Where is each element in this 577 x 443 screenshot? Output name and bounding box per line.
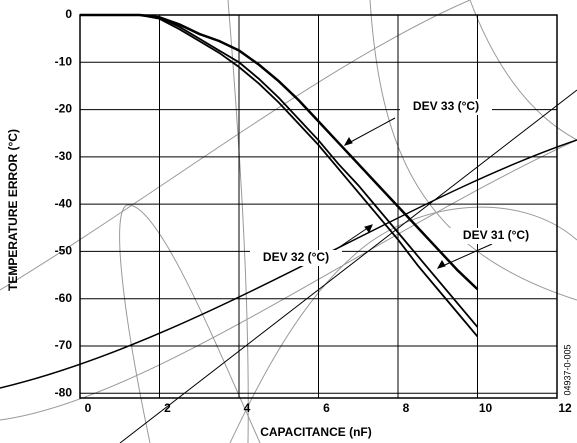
- label-background: [400, 99, 492, 115]
- x-tick-label: 10: [479, 401, 493, 415]
- series-label: DEV 31 (°C): [463, 228, 529, 242]
- y-tick-label: -10: [55, 54, 73, 68]
- y-tick-label: -50: [55, 244, 73, 258]
- y-tick-label: 0: [65, 7, 72, 21]
- y-tick-label: -20: [55, 102, 73, 116]
- x-tick-label: 8: [403, 401, 410, 415]
- x-tick-label: 12: [558, 401, 572, 415]
- series-label: DEV 32 (°C): [263, 250, 329, 264]
- y-tick-label: -30: [55, 149, 73, 163]
- annotation-arrows: [334, 117, 493, 269]
- y-tick-label: -70: [55, 338, 73, 352]
- y-tick-label: -80: [55, 385, 73, 399]
- series-line: [80, 14, 479, 338]
- y-tick-label: -40: [55, 196, 73, 210]
- x-tick-label: 0: [85, 401, 92, 415]
- label-background: [450, 228, 542, 244]
- x-axis-label: CAPACITANCE (nF): [260, 425, 372, 439]
- y-axis-label: TEMPERATURE ERROR (°C): [6, 129, 20, 291]
- y-tick-label: -60: [55, 291, 73, 305]
- series-line: [80, 13, 479, 291]
- label-background: [250, 250, 342, 266]
- straight-line: [0, 89, 577, 443]
- figure-id: 04937-0-005: [562, 344, 572, 395]
- x-tick-label: 4: [244, 401, 251, 415]
- x-tick-label: 6: [323, 401, 330, 415]
- x-tick-label: 2: [164, 401, 171, 415]
- series-label: DEV 33 (°C): [413, 99, 479, 113]
